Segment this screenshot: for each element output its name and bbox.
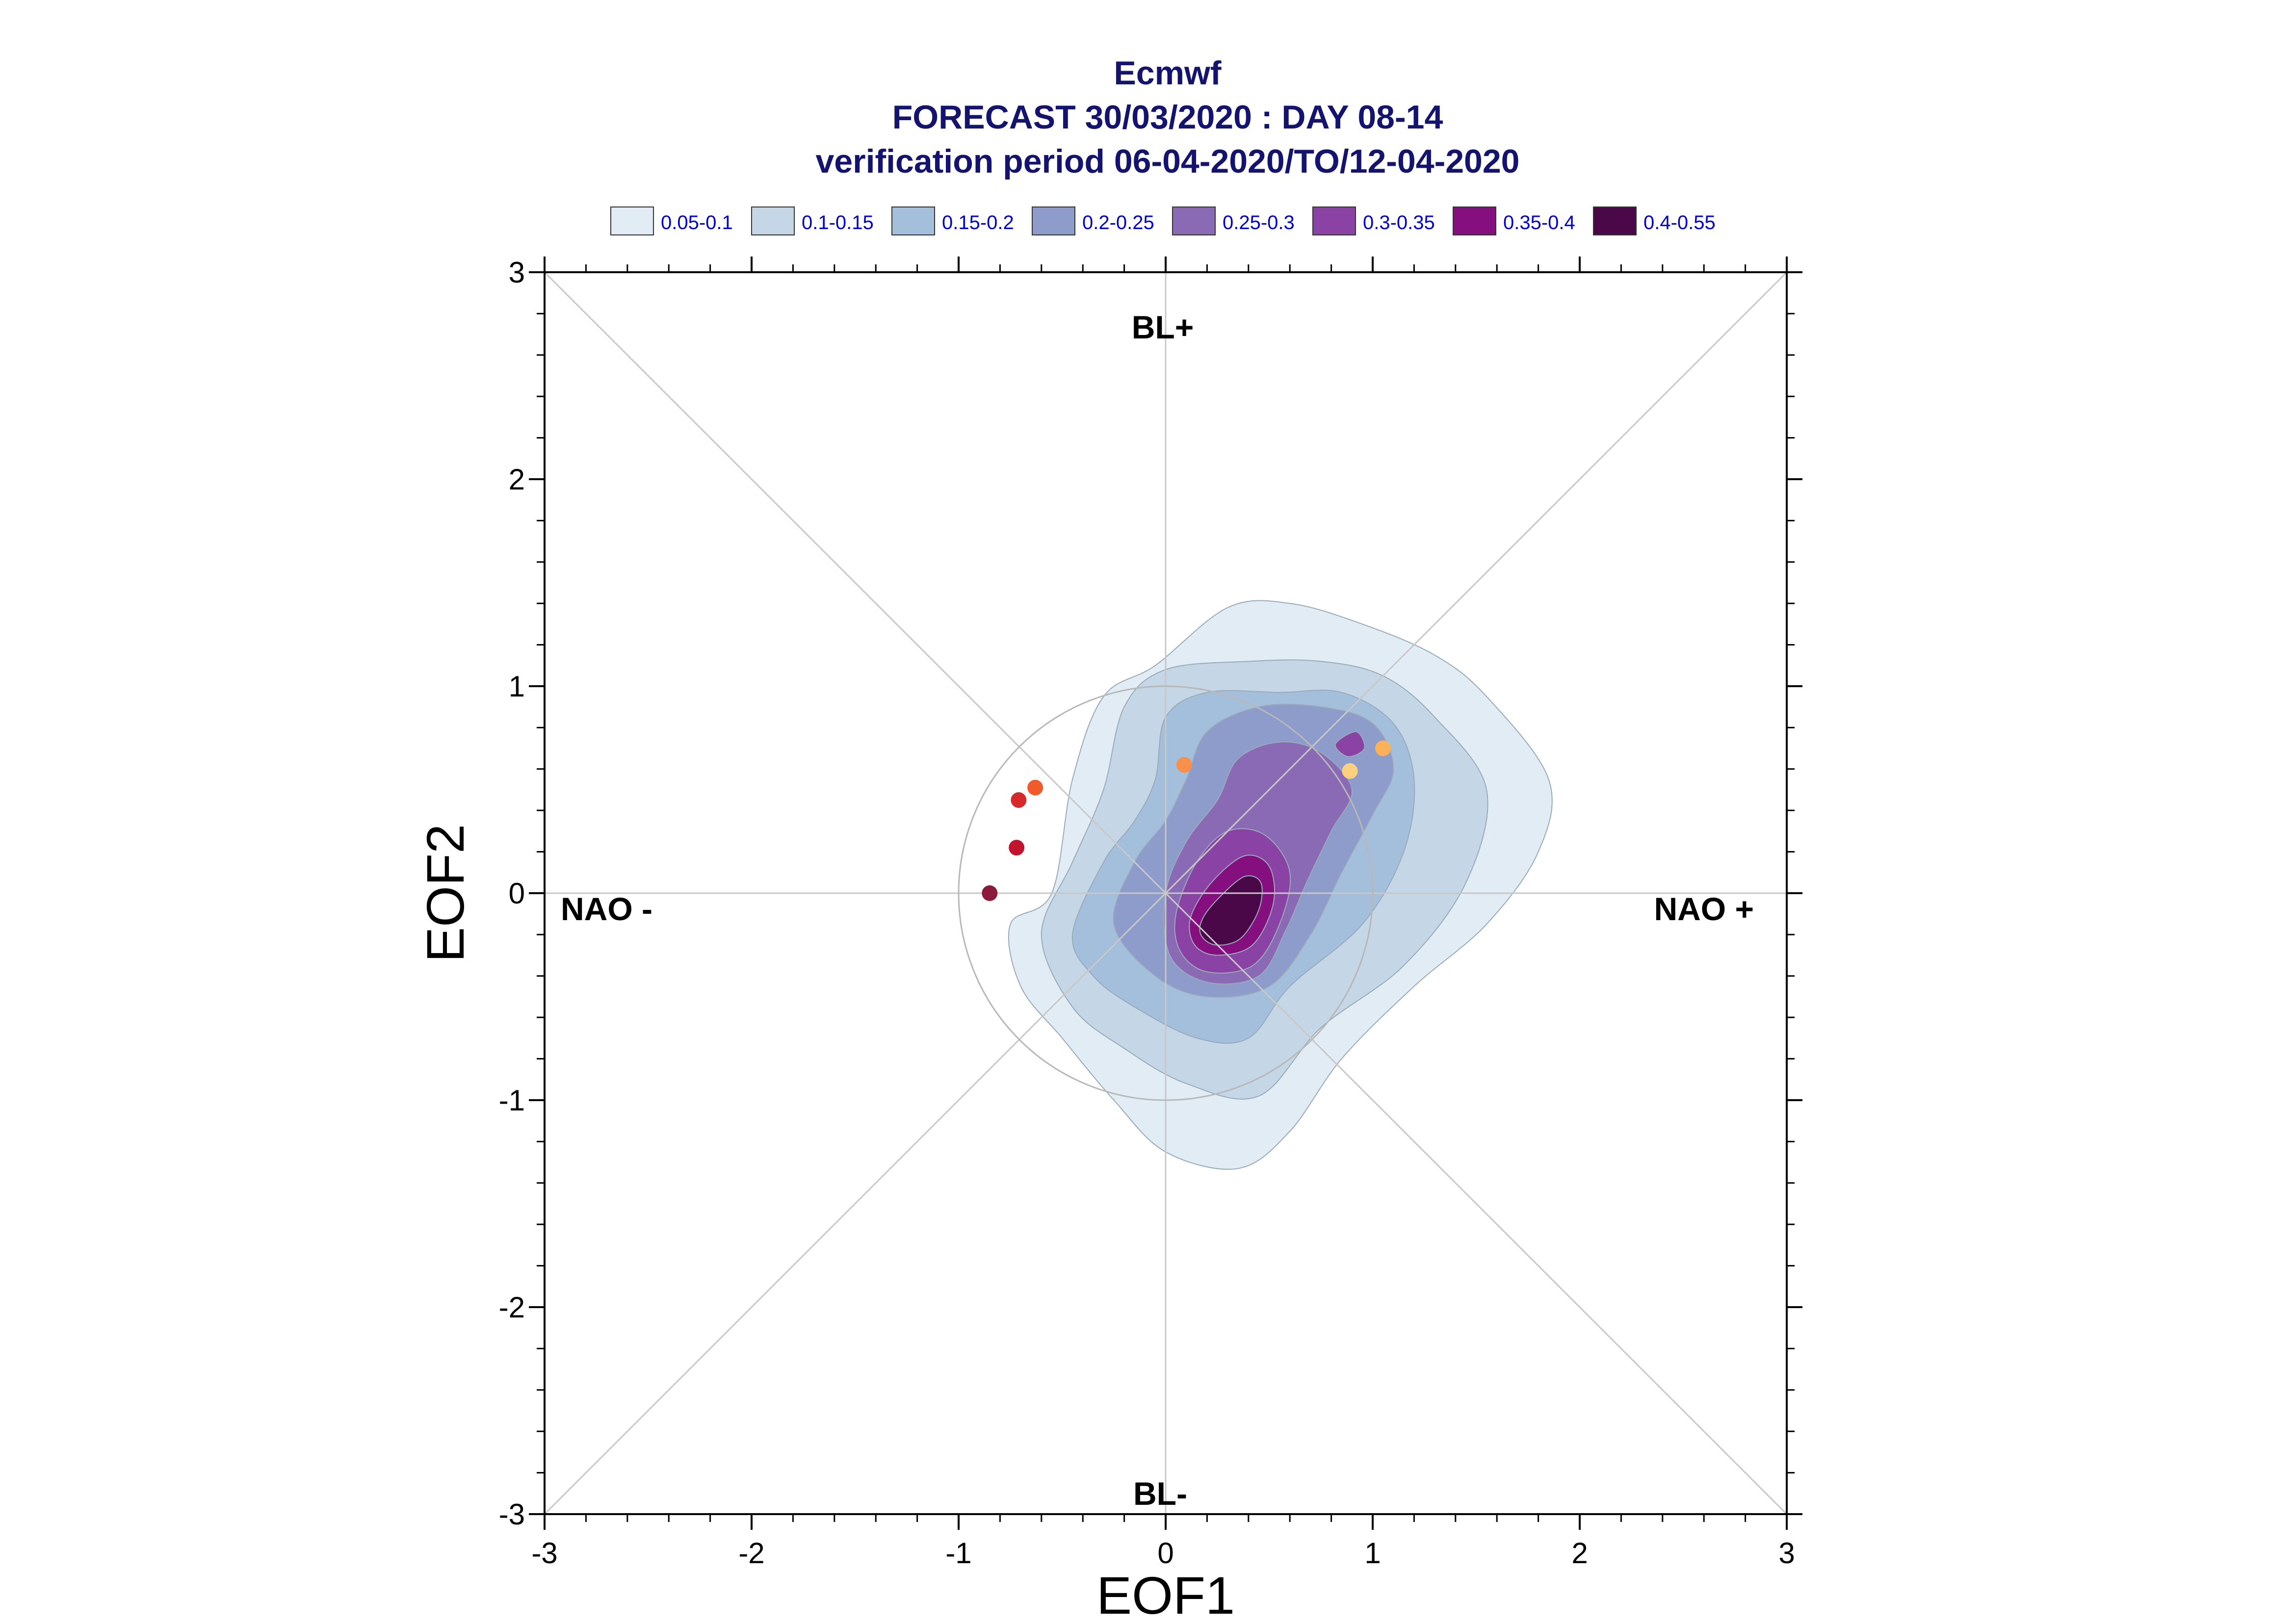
regime-labels: BL+ BL- NAO - NAO + [561, 309, 1754, 1512]
trajectory-point-3 [1027, 779, 1043, 796]
x-tick-label: -2 [738, 1537, 764, 1570]
y-axis-label: EOF2 [416, 824, 475, 962]
legend-swatch-0 [610, 206, 654, 235]
legend-label-4: 0.25-0.3 [1223, 212, 1295, 233]
x-tick-label: -3 [531, 1537, 557, 1570]
legend-swatch-4 [1172, 206, 1216, 235]
guide-lines [544, 271, 1788, 1515]
x-tick-label: 3 [1778, 1537, 1795, 1570]
y-tick-label: -1 [499, 1084, 525, 1117]
title-line-3: verification period 06-04-2020/TO/12-04-… [815, 143, 1519, 180]
legend-swatch-5 [1312, 206, 1356, 235]
trajectory-point-5 [1342, 763, 1358, 779]
regime-label-nao-minus: NAO - [561, 891, 652, 927]
contour-legend: 0.05-0.1 0.1-0.15 0.15-0.2 0.2-0.25 0.25-0.3… [610, 206, 1716, 235]
x-tick-label: -1 [945, 1537, 971, 1570]
y-tick-label: 1 [509, 670, 525, 703]
x-tick-label: 1 [1364, 1537, 1381, 1570]
trajectory-point-1 [1009, 840, 1025, 856]
legend-swatch-3 [1032, 206, 1075, 235]
trajectory-points [982, 740, 1391, 901]
legend-swatch-6 [1453, 206, 1496, 235]
legend-swatch-7 [1593, 206, 1637, 235]
regime-label-nao-plus: NAO + [1654, 891, 1754, 927]
legend-swatch-2 [891, 206, 935, 235]
legend-label-7: 0.4-0.55 [1643, 212, 1716, 233]
axes: -3 -2 -1 0 1 2 3 -3 -2 -1 0 1 2 3 [499, 256, 1802, 1570]
regime-label-bl-plus: BL+ [1132, 309, 1194, 345]
trajectory-point-4 [1176, 757, 1192, 773]
trajectory-point-0 [982, 885, 998, 901]
contour-level-5-6 [1334, 731, 1365, 757]
trajectory-point-2 [1011, 792, 1027, 808]
legend-label-5: 0.3-0.35 [1363, 212, 1435, 233]
legend-label-6: 0.35-0.4 [1503, 212, 1575, 233]
chart-title: Ecmwf FORECAST 30/03/2020 : DAY 08-14 ve… [815, 54, 1519, 180]
legend-label-3: 0.2-0.25 [1082, 212, 1154, 233]
y-tick-label: 2 [509, 463, 525, 496]
legend-swatch-1 [751, 206, 795, 235]
y-tick-label: -3 [499, 1498, 525, 1531]
legend-label-1: 0.1-0.15 [802, 212, 874, 233]
density-contours [1008, 600, 1553, 1170]
title-line-1: Ecmwf [1114, 54, 1222, 92]
y-tick-label: 0 [509, 877, 525, 910]
title-line-2: FORECAST 30/03/2020 : DAY 08-14 [892, 99, 1443, 136]
regime-label-bl-minus: BL- [1133, 1475, 1187, 1512]
y-tick-label: -2 [499, 1291, 525, 1324]
x-tick-label: 0 [1157, 1537, 1174, 1570]
trajectory-point-6 [1375, 740, 1391, 756]
x-tick-label: 2 [1571, 1537, 1588, 1570]
unit-circle [958, 685, 1374, 1101]
legend-label-2: 0.15-0.2 [942, 212, 1014, 233]
legend-label-0: 0.05-0.1 [661, 212, 733, 233]
y-tick-label: 3 [509, 256, 525, 289]
x-axis-label: EOF1 [1096, 1566, 1235, 1624]
